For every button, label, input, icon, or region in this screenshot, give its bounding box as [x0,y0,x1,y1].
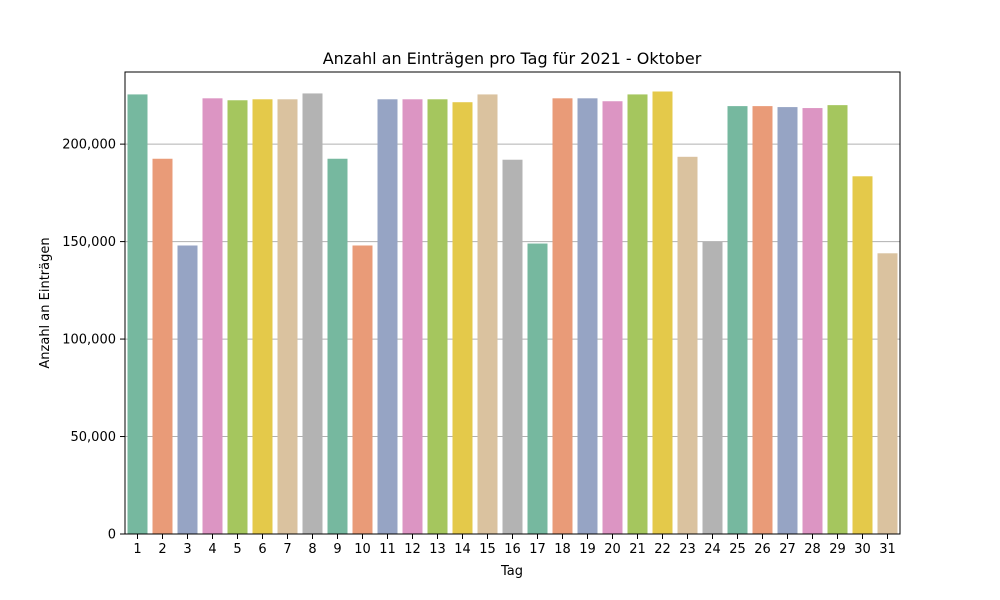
bar-day-29 [827,105,848,534]
y-tick-label: 150,000 [62,235,116,250]
x-tick-label: 28 [804,542,821,557]
bar-day-28 [802,108,823,534]
x-tick-label: 23 [679,542,696,557]
x-tick-label: 3 [183,542,191,557]
bar-day-9 [327,158,348,535]
x-tick-label: 16 [504,542,521,557]
bar-day-13 [427,99,448,534]
bar-day-2 [152,158,173,535]
bar-day-10 [352,245,373,535]
x-tick-label: 8 [308,542,316,557]
x-tick-label: 31 [879,542,896,557]
bar-day-16 [502,159,523,535]
y-tick-label: 50,000 [71,430,117,445]
x-tick-label: 2 [158,542,166,557]
x-tick-label: 9 [333,542,341,557]
bar-day-3 [177,245,198,535]
x-tick-label: 18 [554,542,571,557]
x-tick-label: 24 [704,542,721,557]
x-tick-label: 30 [854,542,871,557]
x-tick-label: 15 [479,542,496,557]
chart-title: Anzahl an Einträgen pro Tag für 2021 - O… [323,49,702,68]
bar-day-27 [777,107,798,534]
x-tick-label: 27 [779,542,796,557]
y-tick-label: 200,000 [62,138,116,153]
bar-day-8 [302,93,323,534]
x-tick-label: 4 [208,542,216,557]
x-tick-label: 5 [233,542,241,557]
bar-day-19 [577,98,598,534]
y-axis-title: Anzahl an Einträgen [38,237,53,368]
x-tick-label: 17 [529,542,546,557]
x-tick-label: 14 [454,542,471,557]
x-tick-label: 6 [258,542,266,557]
x-tick-label: 10 [354,542,371,557]
x-tick-label: 7 [283,542,291,557]
bar-day-5 [227,100,248,535]
x-tick-label: 29 [829,542,846,557]
x-tick-label: 21 [629,542,646,557]
bar-day-30 [852,176,873,534]
bar-day-15 [477,94,498,534]
axes [120,71,901,539]
bar-day-17 [527,243,548,534]
bar-day-26 [752,106,773,534]
x-tick-label: 25 [729,542,746,557]
x-tick-label: 13 [429,542,446,557]
bar-day-18 [552,98,573,534]
x-tick-label: 1 [133,542,141,557]
bar-day-7 [277,99,298,534]
bar-day-24 [702,241,723,534]
x-tick-label: 22 [654,542,671,557]
bar-day-14 [452,102,473,535]
bar-day-11 [377,99,398,534]
bar-day-1 [127,94,148,534]
bar-day-6 [252,99,273,534]
bar-day-22 [652,91,673,535]
bars [127,91,898,535]
y-tick-label: 0 [108,528,116,543]
bar-day-4 [202,98,223,534]
bar-day-12 [402,99,423,534]
x-tick-label: 26 [754,542,771,557]
x-tick-label: 20 [604,542,621,557]
x-axis-title: Tag [500,564,523,579]
bar-day-21 [627,94,648,534]
bar-day-20 [602,101,623,534]
bar-day-31 [877,253,898,534]
bar-day-25 [727,106,748,534]
x-tick-label: 12 [404,542,421,557]
x-tick-label: 11 [379,542,396,557]
plot-frame [124,71,901,535]
y-tick-label: 100,000 [62,333,116,348]
x-tick-label: 19 [579,542,596,557]
bar-day-23 [677,156,698,534]
